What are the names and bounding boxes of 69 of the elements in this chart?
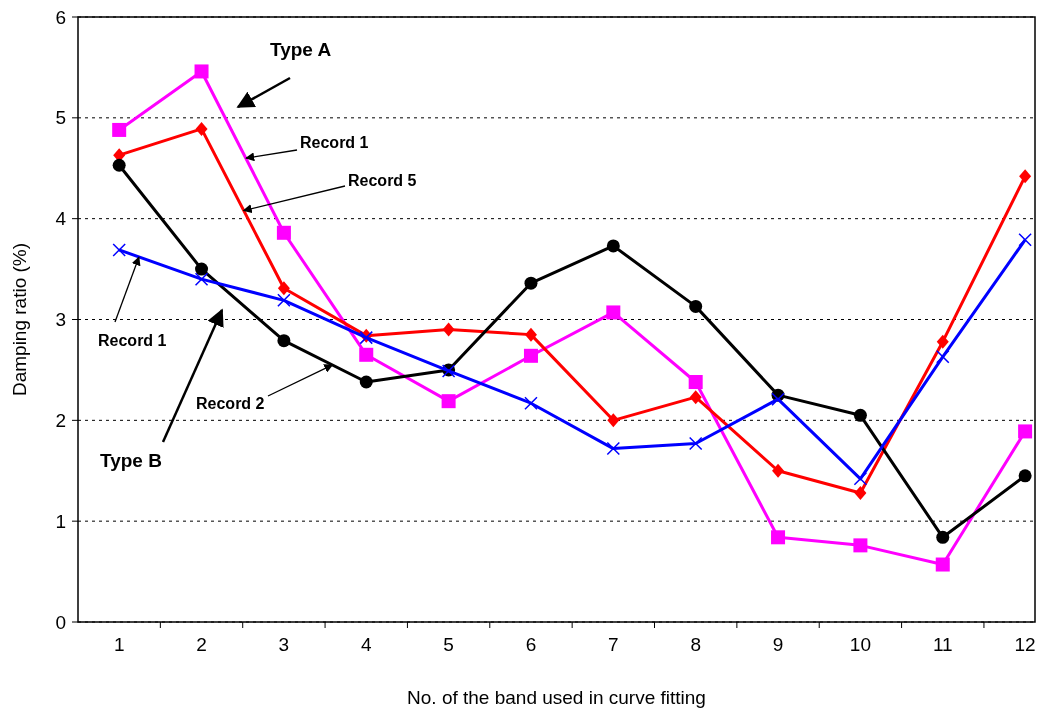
- point: [688, 375, 703, 390]
- annotation: Record 1: [300, 134, 369, 151]
- y-tick-label: 1: [55, 510, 66, 532]
- annotation: Type B: [100, 450, 162, 471]
- annotation: Type A: [270, 39, 332, 60]
- y-tick-label: 4: [55, 208, 67, 230]
- point: [936, 530, 950, 544]
- x-tick-label: 9: [772, 634, 784, 655]
- point: [853, 408, 867, 422]
- point: [276, 225, 291, 240]
- y-tick-label: 5: [55, 107, 66, 129]
- point: [194, 272, 209, 286]
- point: [688, 436, 703, 451]
- y-tick-label: 3: [55, 309, 66, 331]
- point: [606, 441, 621, 456]
- point: [1019, 169, 1032, 184]
- point: [771, 530, 786, 545]
- x-tick-label: 5: [443, 634, 454, 655]
- point: [112, 158, 126, 172]
- point: [442, 322, 455, 337]
- x-tick-label: 8: [690, 634, 701, 655]
- x-axis-title: No. of the band used in curve fitting: [407, 687, 706, 708]
- point: [441, 394, 456, 409]
- point: [359, 375, 373, 389]
- point: [606, 239, 620, 253]
- x-tick-label: 12: [1014, 634, 1036, 655]
- x-tick-label: 3: [278, 634, 290, 655]
- x-tick-label: 7: [608, 634, 619, 655]
- point: [277, 293, 291, 308]
- point: [1018, 469, 1032, 483]
- point: [524, 327, 537, 342]
- point: [854, 485, 867, 500]
- x-tick-label: 1: [113, 634, 125, 655]
- point: [936, 334, 949, 349]
- y-tick-label: 0: [55, 611, 66, 633]
- point: [112, 243, 126, 257]
- x-tick-label: 10: [849, 634, 871, 655]
- point: [1018, 233, 1032, 247]
- y-tick-label: 6: [55, 6, 66, 28]
- point: [771, 392, 785, 406]
- point: [195, 262, 209, 276]
- point: [112, 122, 127, 137]
- point: [195, 121, 208, 136]
- point: [607, 413, 620, 428]
- point: [935, 557, 950, 572]
- point: [853, 472, 868, 486]
- point: [523, 348, 538, 363]
- point: [772, 463, 785, 478]
- x-tick-label: 2: [196, 634, 207, 655]
- annotation: Record 1: [98, 332, 167, 349]
- x-tick-label: 6: [525, 634, 537, 655]
- point: [277, 281, 290, 296]
- point: [853, 538, 868, 553]
- annotation: Record 5: [348, 172, 417, 189]
- point: [689, 390, 702, 405]
- x-tick-label: 11: [932, 634, 953, 655]
- point: [277, 334, 291, 348]
- point: [606, 305, 621, 320]
- point: [524, 276, 538, 290]
- annotation: Record 2: [196, 395, 265, 412]
- point: [1018, 424, 1033, 439]
- point: [194, 64, 209, 79]
- point: [524, 396, 538, 410]
- point: [359, 347, 374, 362]
- y-tick-label: 2: [55, 409, 66, 431]
- point: [689, 299, 703, 313]
- point: [936, 350, 950, 364]
- x-tick-label: 4: [360, 634, 372, 655]
- y-axis-title: Damping ratio (%): [9, 242, 30, 397]
